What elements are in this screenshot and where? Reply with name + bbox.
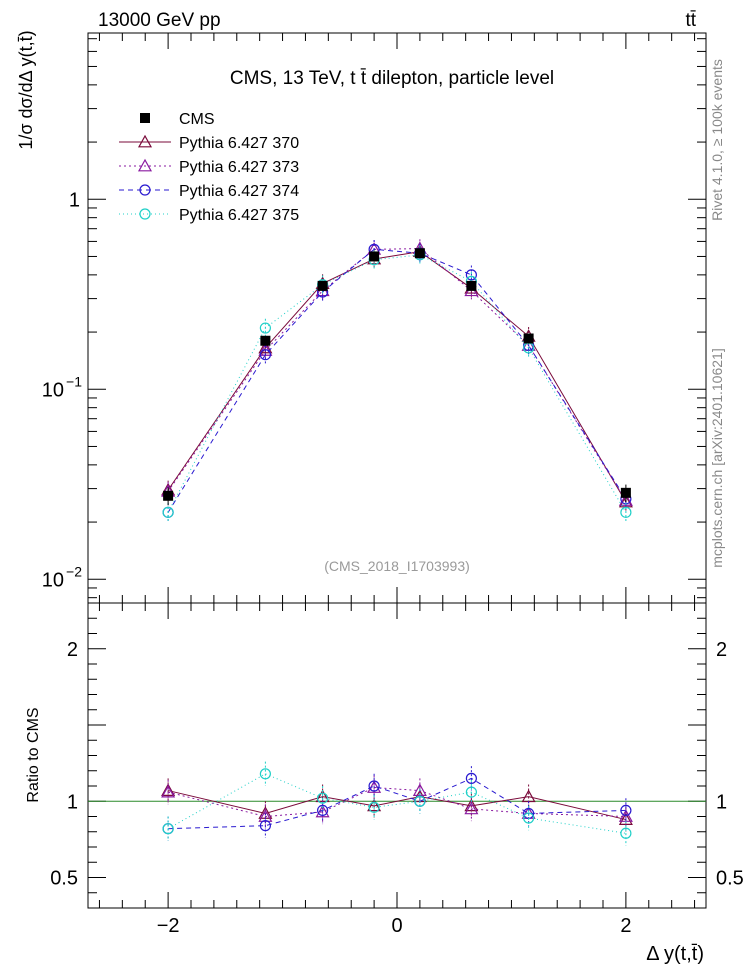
legend-label: Pythia 6.427 370 [179, 135, 299, 152]
main-ylabel-text: 1/σ dσ/dΔ y(t,t̄) [16, 30, 36, 149]
ratio-point [620, 827, 632, 839]
series-point [620, 506, 632, 518]
ratio-point [523, 812, 535, 824]
cms-point [620, 487, 631, 498]
main-ylabel: 1/σ dσ/dΔ y(t,t̄) [16, 30, 36, 149]
cms-point [466, 280, 477, 291]
y-tick-label: 1 [69, 189, 80, 211]
legend-label: Pythia 6.427 374 [179, 183, 299, 200]
ratio-y-tick-label: 2 [67, 639, 78, 661]
series-line [167, 251, 627, 503]
ratio-point [465, 786, 477, 798]
main-series [161, 239, 633, 523]
ratio-point [412, 783, 427, 796]
chart-title: CMS, 13 TeV, t t̄ dilepton, particle lev… [230, 68, 554, 89]
y-tick-exponent: −2 [66, 563, 82, 579]
ratio-point [620, 804, 632, 817]
x-tick-label: 0 [391, 915, 402, 937]
ratio-point [162, 823, 174, 835]
legend-marker [139, 208, 151, 220]
cms-point [369, 251, 380, 262]
series-point [465, 269, 477, 281]
ratio-point [317, 792, 329, 804]
ratio-series-line [167, 787, 626, 818]
analysis-tag: (CMS_2018_I1703993) [324, 558, 470, 574]
ratio-y-tick-label-right: 0.5 [716, 868, 744, 890]
legend-marker [137, 158, 153, 172]
main-axes: 10 −210 −11 [42, 33, 706, 603]
ratio-point [259, 768, 271, 780]
cms-point [260, 335, 271, 346]
legend-label: Pythia 6.427 373 [179, 159, 299, 176]
legend-label: Pythia 6.427 375 [179, 207, 299, 224]
legend-marker-cms [140, 113, 150, 123]
ratio-axes: −2 0 2 0.5 0.5 1 1 2 2 [50, 603, 744, 937]
ratio-series-line [167, 790, 627, 821]
y-tick-exponent: −1 [66, 373, 82, 389]
legend-label-cms: CMS [179, 111, 215, 128]
y-tick-label: 10 [42, 569, 64, 591]
rivet-note-text: Rivet 4.1.0, ≥ 100k events [709, 59, 725, 221]
x-tick-label: 2 [620, 915, 631, 937]
ratio-point [161, 783, 176, 796]
y-tick-label: 10 [42, 379, 64, 401]
ratio-series [161, 761, 633, 846]
ratio-point [521, 789, 536, 803]
ratio-y-tick-label-right: 1 [716, 791, 727, 813]
series-point [162, 506, 174, 518]
ratio-panel-frame [87, 602, 707, 909]
ratio-y-tick-label: 0.5 [50, 868, 78, 890]
series-line [167, 248, 627, 501]
cms-point [414, 248, 425, 259]
mcplots-note: mcplots.cern.ch [arXiv:2401.10621] [709, 348, 725, 567]
ratio-point [414, 795, 426, 807]
x-tick-label: −2 [157, 915, 180, 937]
ratio-ylabel: Ratio to CMS [25, 707, 42, 802]
legend-marker [139, 184, 151, 196]
x-axis-label: Δ y(t,t̄) [646, 943, 704, 965]
ratio-point [367, 798, 382, 812]
ratio-y-tick-label: 1 [67, 791, 78, 813]
ratio-point [161, 784, 176, 798]
ratio-point [258, 809, 273, 822]
cms-point [163, 490, 174, 501]
ratio-point [465, 772, 477, 784]
ratio-y-tick-label-right: 2 [716, 639, 727, 661]
series-line [167, 254, 627, 513]
ratio-point [368, 801, 380, 813]
mcplots-note-text: mcplots.cern.ch [arXiv:2401.10621] [709, 348, 725, 567]
series-point [618, 493, 633, 506]
series-point [259, 322, 271, 334]
ratio-series-line [168, 777, 626, 830]
ratio-point [259, 820, 271, 832]
ratio-point [464, 801, 479, 815]
header-right: tt̄ [685, 10, 696, 31]
ratio-point [368, 780, 380, 792]
legend-marker [137, 134, 153, 148]
series-point [259, 349, 271, 361]
legend: CMS Pythia 6.427 370 Pythia 6.427 373 Pythi… [119, 111, 299, 224]
header-left: 13000 GeV pp [98, 10, 221, 31]
rivet-note: Rivet 4.1.0, ≥ 100k events [709, 59, 725, 221]
ratio-point [317, 804, 329, 817]
cms-point [317, 280, 328, 291]
series-line [167, 248, 627, 513]
cms-point [523, 333, 534, 344]
ratio-ylabel-text: Ratio to CMS [25, 707, 42, 802]
